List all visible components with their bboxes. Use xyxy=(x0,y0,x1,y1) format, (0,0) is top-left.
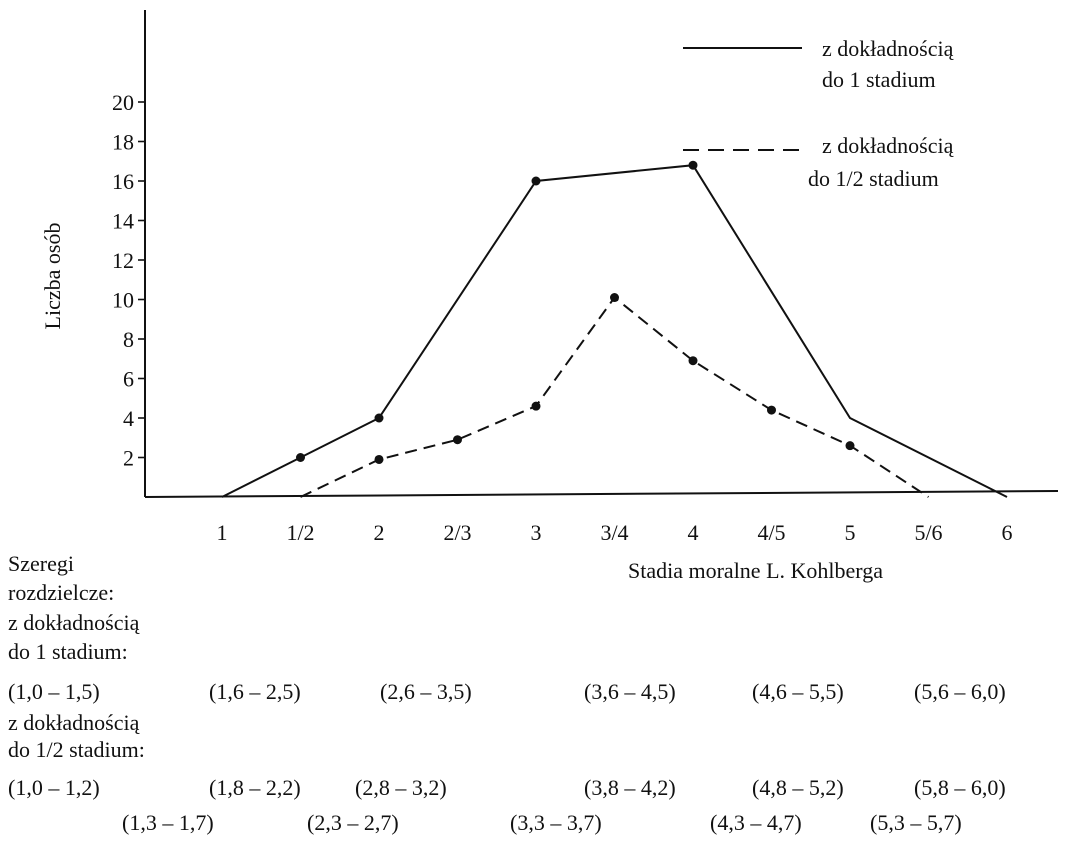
y-tick-label: 20 xyxy=(112,90,134,115)
y-tick-label: 14 xyxy=(112,209,134,234)
data-point xyxy=(688,356,698,366)
x-tick-label: 5/6 xyxy=(914,520,942,545)
range-text: (1,0 – 1,5) xyxy=(8,679,100,704)
data-point xyxy=(296,453,305,462)
range-text: (5,8 – 6,0) xyxy=(914,775,1006,800)
y-axis-title: Liczba osób xyxy=(40,223,65,330)
range-text: (1,0 – 1,2) xyxy=(8,775,100,800)
range-text: (1,3 – 1,7) xyxy=(122,810,214,835)
range-text: (2,3 – 2,7) xyxy=(307,810,399,835)
group1-label-line-2: do 1 stadium: xyxy=(8,639,128,664)
data-point xyxy=(610,293,619,303)
x-axis-line xyxy=(144,490,1059,498)
chart-legend: z dokładnością do 1 stadium z dokładnością… xyxy=(683,36,954,191)
data-point xyxy=(845,441,855,451)
x-tick-label: 5 xyxy=(845,520,856,545)
x-tick-label: 4 xyxy=(688,520,699,545)
x-tick-label: 6 xyxy=(1002,520,1013,545)
y-tick-label: 16 xyxy=(112,169,134,194)
group2-label-line-2: do 1/2 stadium: xyxy=(8,737,145,762)
y-tick-label: 8 xyxy=(123,327,134,352)
legend-solid-label-line-1: z dokładnością xyxy=(822,36,954,61)
group1-label-line-1: z dokładnością xyxy=(8,610,140,635)
y-tick-label: 12 xyxy=(112,248,134,273)
data-point xyxy=(531,401,541,411)
legend-solid-label-line-2: do 1 stadium xyxy=(822,67,936,92)
x-tick-label: 2/3 xyxy=(443,520,471,545)
legend-dashed-label-line-1: z dokładnością xyxy=(822,133,954,158)
x-tick-label: 1/2 xyxy=(286,520,314,545)
y-tick-label: 6 xyxy=(123,367,134,392)
range-text: (4,8 – 5,2) xyxy=(752,775,844,800)
data-point xyxy=(374,454,384,464)
series-line-1 xyxy=(221,164,1008,498)
x-tick-label: 3 xyxy=(531,520,542,545)
y-tick-label: 4 xyxy=(123,406,134,431)
group2-label-line-1: z dokładnością xyxy=(8,710,140,735)
ranges-heading-line-1: Szeregi xyxy=(8,551,74,576)
y-tick-label: 2 xyxy=(123,446,134,471)
legend-dashed-label-line-2: do 1/2 stadium xyxy=(808,166,939,191)
range-text: (4,6 – 5,5) xyxy=(752,679,844,704)
range-text: (1,8 – 2,2) xyxy=(209,775,301,800)
ranges-heading-line-2: rozdzielcze: xyxy=(8,580,115,605)
data-point xyxy=(688,160,698,170)
range-text: (1,6 – 2,5) xyxy=(209,679,301,704)
x-tick-label: 3/4 xyxy=(600,520,628,545)
chart-series xyxy=(221,160,1008,498)
y-tick-label: 10 xyxy=(112,288,134,313)
data-point xyxy=(531,176,541,186)
y-tick-label: 18 xyxy=(112,130,134,155)
range-text: (3,8 – 4,2) xyxy=(584,775,676,800)
range-text: (2,6 – 3,5) xyxy=(380,679,472,704)
range-text: (5,3 – 5,7) xyxy=(870,810,962,835)
data-point xyxy=(767,405,776,415)
range-text: (5,6 – 6,0) xyxy=(914,679,1006,704)
chart-axes: 2 4 6 8 10 12 14 16 18 20 1 1/2 2 2/3 3 3/4 4 4/5 5 5/6 6 Lic… xyxy=(40,10,1059,583)
series-line-2 xyxy=(300,296,930,498)
x-axis-title: Stadia moralne L. Kohlberga xyxy=(628,558,883,583)
range-text: (2,8 – 3,2) xyxy=(355,775,447,800)
range-text: (3,6 – 4,5) xyxy=(584,679,676,704)
x-tick-label: 1 xyxy=(217,520,228,545)
range-text: (3,3 – 3,7) xyxy=(510,810,602,835)
data-point xyxy=(453,435,462,445)
x-tick-label: 4/5 xyxy=(757,520,785,545)
range-text: (4,3 – 4,7) xyxy=(710,810,802,835)
x-tick-label: 2 xyxy=(374,520,385,545)
data-point xyxy=(374,413,384,423)
